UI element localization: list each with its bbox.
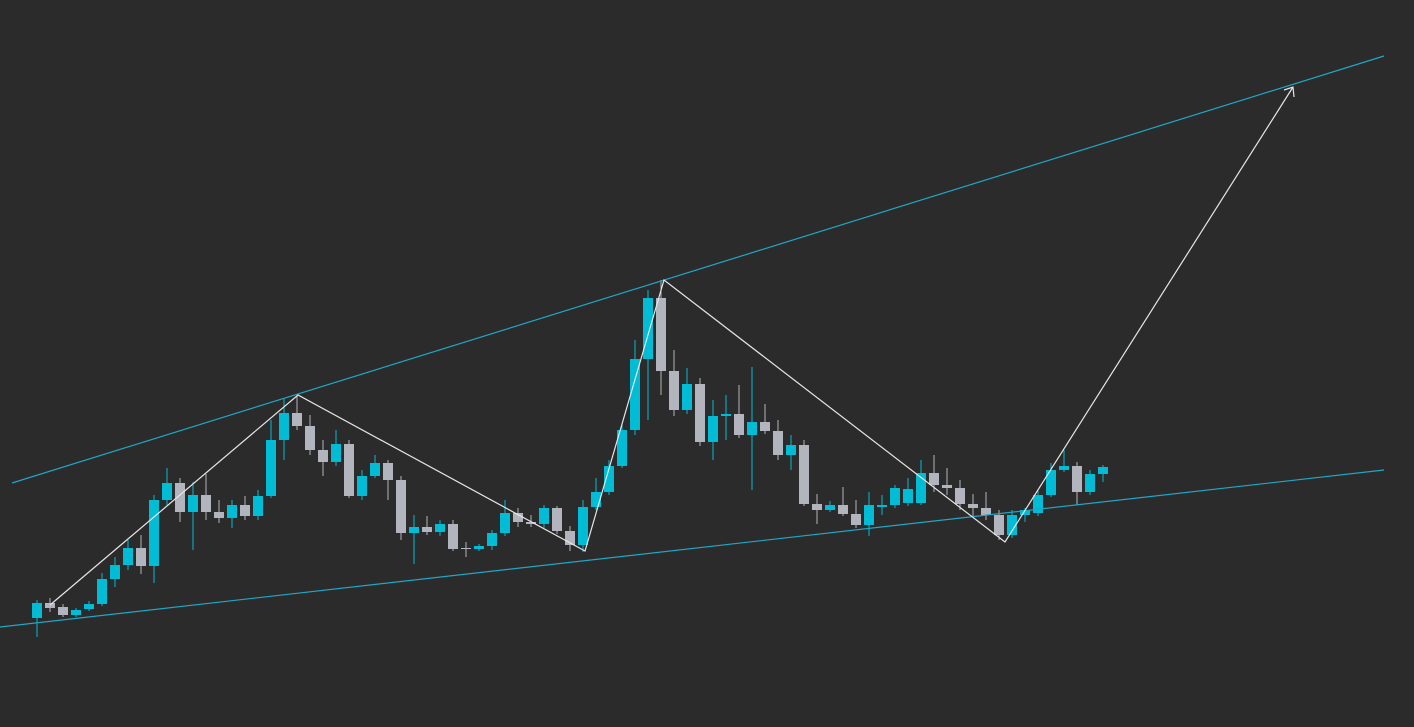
candle-body [227,505,237,518]
candle-body [578,507,588,545]
candle-body [929,473,939,485]
zigzag-projection [49,86,1294,606]
candle-body [253,496,263,516]
candle-body [591,492,601,507]
lower-trendline [0,469,1385,628]
candle-body [149,500,159,566]
candle-body [435,524,445,532]
candle-body [409,527,419,533]
candle-body [1020,510,1030,515]
candle-body [357,476,367,496]
candle-body [864,505,874,525]
candle-body [721,414,731,416]
candle-body [955,488,965,504]
candle-body [474,546,484,549]
candle-body [292,413,302,426]
candle-body [461,548,471,549]
candle-body [396,480,406,533]
candles [32,280,1108,637]
candle-body [1098,467,1108,474]
candle-body [318,450,328,462]
candle-body [539,508,549,524]
candle-body [656,298,666,371]
candle-body [695,384,705,442]
candle-body [708,416,718,442]
candle-body [773,431,783,455]
candle-body [526,522,536,524]
candle-body [851,514,861,525]
candle-body [500,513,510,533]
candle-body [1059,466,1069,470]
candle-body [383,463,393,480]
candle-body [305,426,315,450]
candle-body [669,371,679,410]
candle-body [1046,470,1056,495]
candle-body [487,533,497,546]
candle-body [136,548,146,566]
candle-body [812,504,822,510]
candle-body [331,444,341,462]
candle-body [825,505,835,510]
candle-body [682,384,692,410]
candle-body [734,414,744,435]
candle-body [799,445,809,504]
candle-body [370,463,380,476]
candle-body [214,512,224,518]
candle-body [201,495,211,512]
candle-body [448,524,458,549]
candle-body [968,504,978,508]
candle-body [838,505,848,514]
candle-body [916,473,926,503]
candle-body [188,495,198,512]
candle-body [266,440,276,496]
candle-body [97,579,107,604]
candle-body [604,466,614,492]
candle-body [84,604,94,609]
candle-body [162,483,172,500]
candle-body [760,422,770,431]
candle-body [240,505,250,516]
candle-body [1007,515,1017,535]
candle-body [786,445,796,455]
candle-body [422,527,432,532]
candle-body [617,430,627,466]
candle-body [344,444,354,496]
candle-body [877,505,887,507]
candle-body [1085,474,1095,492]
candle-body [565,531,575,545]
candle-body [994,515,1004,535]
candle-body [630,359,640,430]
upper-trendline [11,55,1385,484]
candle-body [1033,495,1043,513]
candle-body [942,485,952,488]
drawings [0,55,1385,628]
candle-body [279,413,289,440]
candle-body [903,489,913,503]
candle-body [123,548,133,565]
arrow-head [1283,86,1295,98]
candle-body [643,298,653,359]
candle-body [552,508,562,531]
candle-body [890,488,900,505]
candle-body [110,565,120,579]
candle-body [981,508,991,515]
candle-body [747,422,757,435]
candle-body [71,610,81,615]
candle-body [58,607,68,615]
candle-body [1072,466,1082,492]
candle-body [513,513,523,522]
candle-body [32,603,42,618]
candle-body [45,603,55,608]
candle-body [175,483,185,512]
